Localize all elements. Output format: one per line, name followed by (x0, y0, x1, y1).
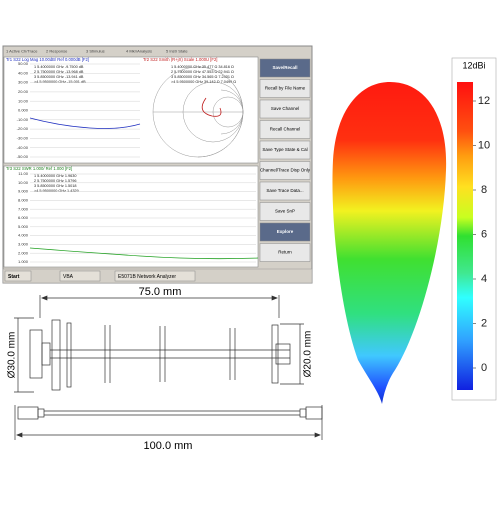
softkey-label: Explore (277, 229, 294, 234)
menu-item: 1 Active Ch/Trace (6, 49, 38, 54)
softkey-label: Recall by File Name (265, 86, 306, 91)
y-tick-label: 1.000 (18, 259, 29, 264)
taskbar-label: E5071B Network Analyzer (118, 274, 176, 280)
menu-item: 5 Instr State (166, 49, 188, 54)
trace-header: Tr2 S22 Smith (R+jX) Scale 1.000U [F2] (143, 57, 217, 62)
y-tick-label: -50.00 (17, 154, 29, 159)
y-tick-label: 2.000 (18, 250, 29, 255)
softkey[interactable] (259, 99, 311, 119)
y-tick-label: 9.000 (18, 189, 29, 194)
y-tick-label: -10.00 (17, 117, 29, 122)
softkey[interactable] (259, 243, 311, 262)
softkey-label: Return (278, 250, 292, 255)
softkey[interactable] (259, 120, 311, 139)
radiation-pattern (332, 82, 447, 404)
y-tick-label: 20.00 (18, 89, 29, 94)
trace-header: Tr3 S22 SWR 1.000/ Ref 1.000 [F2] (6, 166, 72, 171)
colorbar-label: 0 (481, 362, 487, 374)
softkey-label: Save SnP (275, 209, 295, 214)
softkey-label: Save Trace Data... (266, 188, 303, 193)
trace3-line (29, 247, 259, 260)
y-tick-label: 0.000 (18, 108, 29, 113)
softkey[interactable] (259, 140, 311, 160)
colorbar-label: 8 (481, 184, 487, 196)
taskbar-button[interactable] (59, 270, 101, 282)
marker-readout: 2 5.7500000 GHz -13.968 dB (34, 70, 84, 74)
marker-readout: 2 5.7500000 GHz 47.553 Ω 22.941 Ω (171, 70, 234, 74)
marker-readout: 2 5.7500000 GHz 1.5796 (34, 179, 76, 183)
softkey[interactable] (259, 79, 311, 98)
y-tick-label: 50.00 (18, 61, 29, 66)
marker-readout: >4 5.9500000 GHz 1.4329 (34, 189, 79, 193)
y-tick-label: 11.00 (18, 171, 28, 176)
softkey-label: Save Type State & Cal (262, 147, 307, 152)
y-tick-label: 8.000 (18, 197, 29, 202)
y-tick-label: 40.00 (18, 70, 29, 75)
softkey-label: Save/Recall (272, 65, 297, 70)
trace1-line (29, 117, 141, 129)
softkey[interactable] (259, 58, 311, 78)
upper-panel (3, 56, 259, 164)
taskbar-label: VBA (63, 274, 74, 280)
colorbar-label: 4 (481, 273, 487, 285)
y-tick-label: 10.00 (18, 180, 29, 185)
taskbar-button[interactable] (114, 270, 196, 282)
y-tick-label: -40.00 (17, 145, 29, 150)
y-tick-label: 10.00 (18, 98, 29, 103)
softkey[interactable] (259, 181, 311, 201)
marker-readout: 3 5.8500000 GHz 34.565 Ω 7.2431 Ω (171, 75, 234, 79)
smith-chart (152, 66, 244, 158)
analyzer: 1 Active Ch/Trace 2 Response 3 Stimulus 4 M… (4, 49, 311, 282)
trace-header: Tr1 S22 Log Mag 10.00dB/ Ref 0.000dB [F2… (6, 57, 89, 62)
reflector-label: Ø30.0 mm (7, 332, 18, 379)
marker-readout: >4 5.9500000 GHz -15.001 dB (34, 80, 86, 84)
marker-readout: >4 5.9500000 GHz 39.142 Ω 7.0499 Ω (171, 80, 236, 84)
softkey[interactable] (259, 222, 311, 242)
colorbar-ticks: 12 10 8 6 4 2 0 (473, 95, 490, 374)
y-tick-label: 7.000 (18, 206, 29, 211)
menu-item: 4 Mkr/Analysis (126, 49, 152, 54)
antenna-drawing (14, 295, 323, 440)
softkey[interactable] (259, 202, 311, 221)
colorbar-label: 12 (478, 95, 490, 107)
marker-readout: 1 5.4000000 GHz 1.9630 (34, 174, 76, 178)
colorbar-label: 6 (481, 228, 487, 240)
marker-readout: 3 5.8500000 GHz -13.941 dB (34, 75, 84, 79)
softkey-label: Recall Channel (270, 127, 301, 132)
softkey[interactable] (259, 161, 311, 180)
colorbar-title: 12dBi (462, 60, 485, 70)
softkey-label: Save Channel (271, 106, 299, 111)
marker-readout: 1 5.4000000 GHz -9.7500 dB (34, 65, 84, 69)
y-tick-label: 6.000 (18, 215, 29, 220)
director-label: Ø20.0 mm (303, 331, 314, 378)
taskbar-label: Start (8, 274, 20, 280)
menu-item: 3 Stimulus (86, 49, 105, 54)
colorbar-label: 10 (478, 139, 490, 151)
cable-length-label: 100.0 mm (144, 440, 193, 452)
length-label: 75.0 mm (139, 286, 182, 298)
y-tick-label: 4.000 (18, 233, 29, 238)
softkey-label: Channel/Trace Disp Only (260, 168, 311, 173)
menu-item: 2 Response (46, 49, 68, 54)
taskbar-button[interactable] (4, 270, 32, 282)
marker-readout: 3 5.8500000 GHz 1.5018 (34, 184, 76, 188)
y-tick-label: 5.000 (18, 224, 29, 229)
y-tick-label: -20.00 (17, 126, 29, 131)
colorbar-label: 2 (481, 317, 487, 329)
y-tick-label: 3.000 (18, 241, 29, 246)
colorbar (457, 82, 473, 390)
y-tick-label: -30.00 (17, 135, 29, 140)
y-tick-label: 30.00 (18, 80, 29, 85)
